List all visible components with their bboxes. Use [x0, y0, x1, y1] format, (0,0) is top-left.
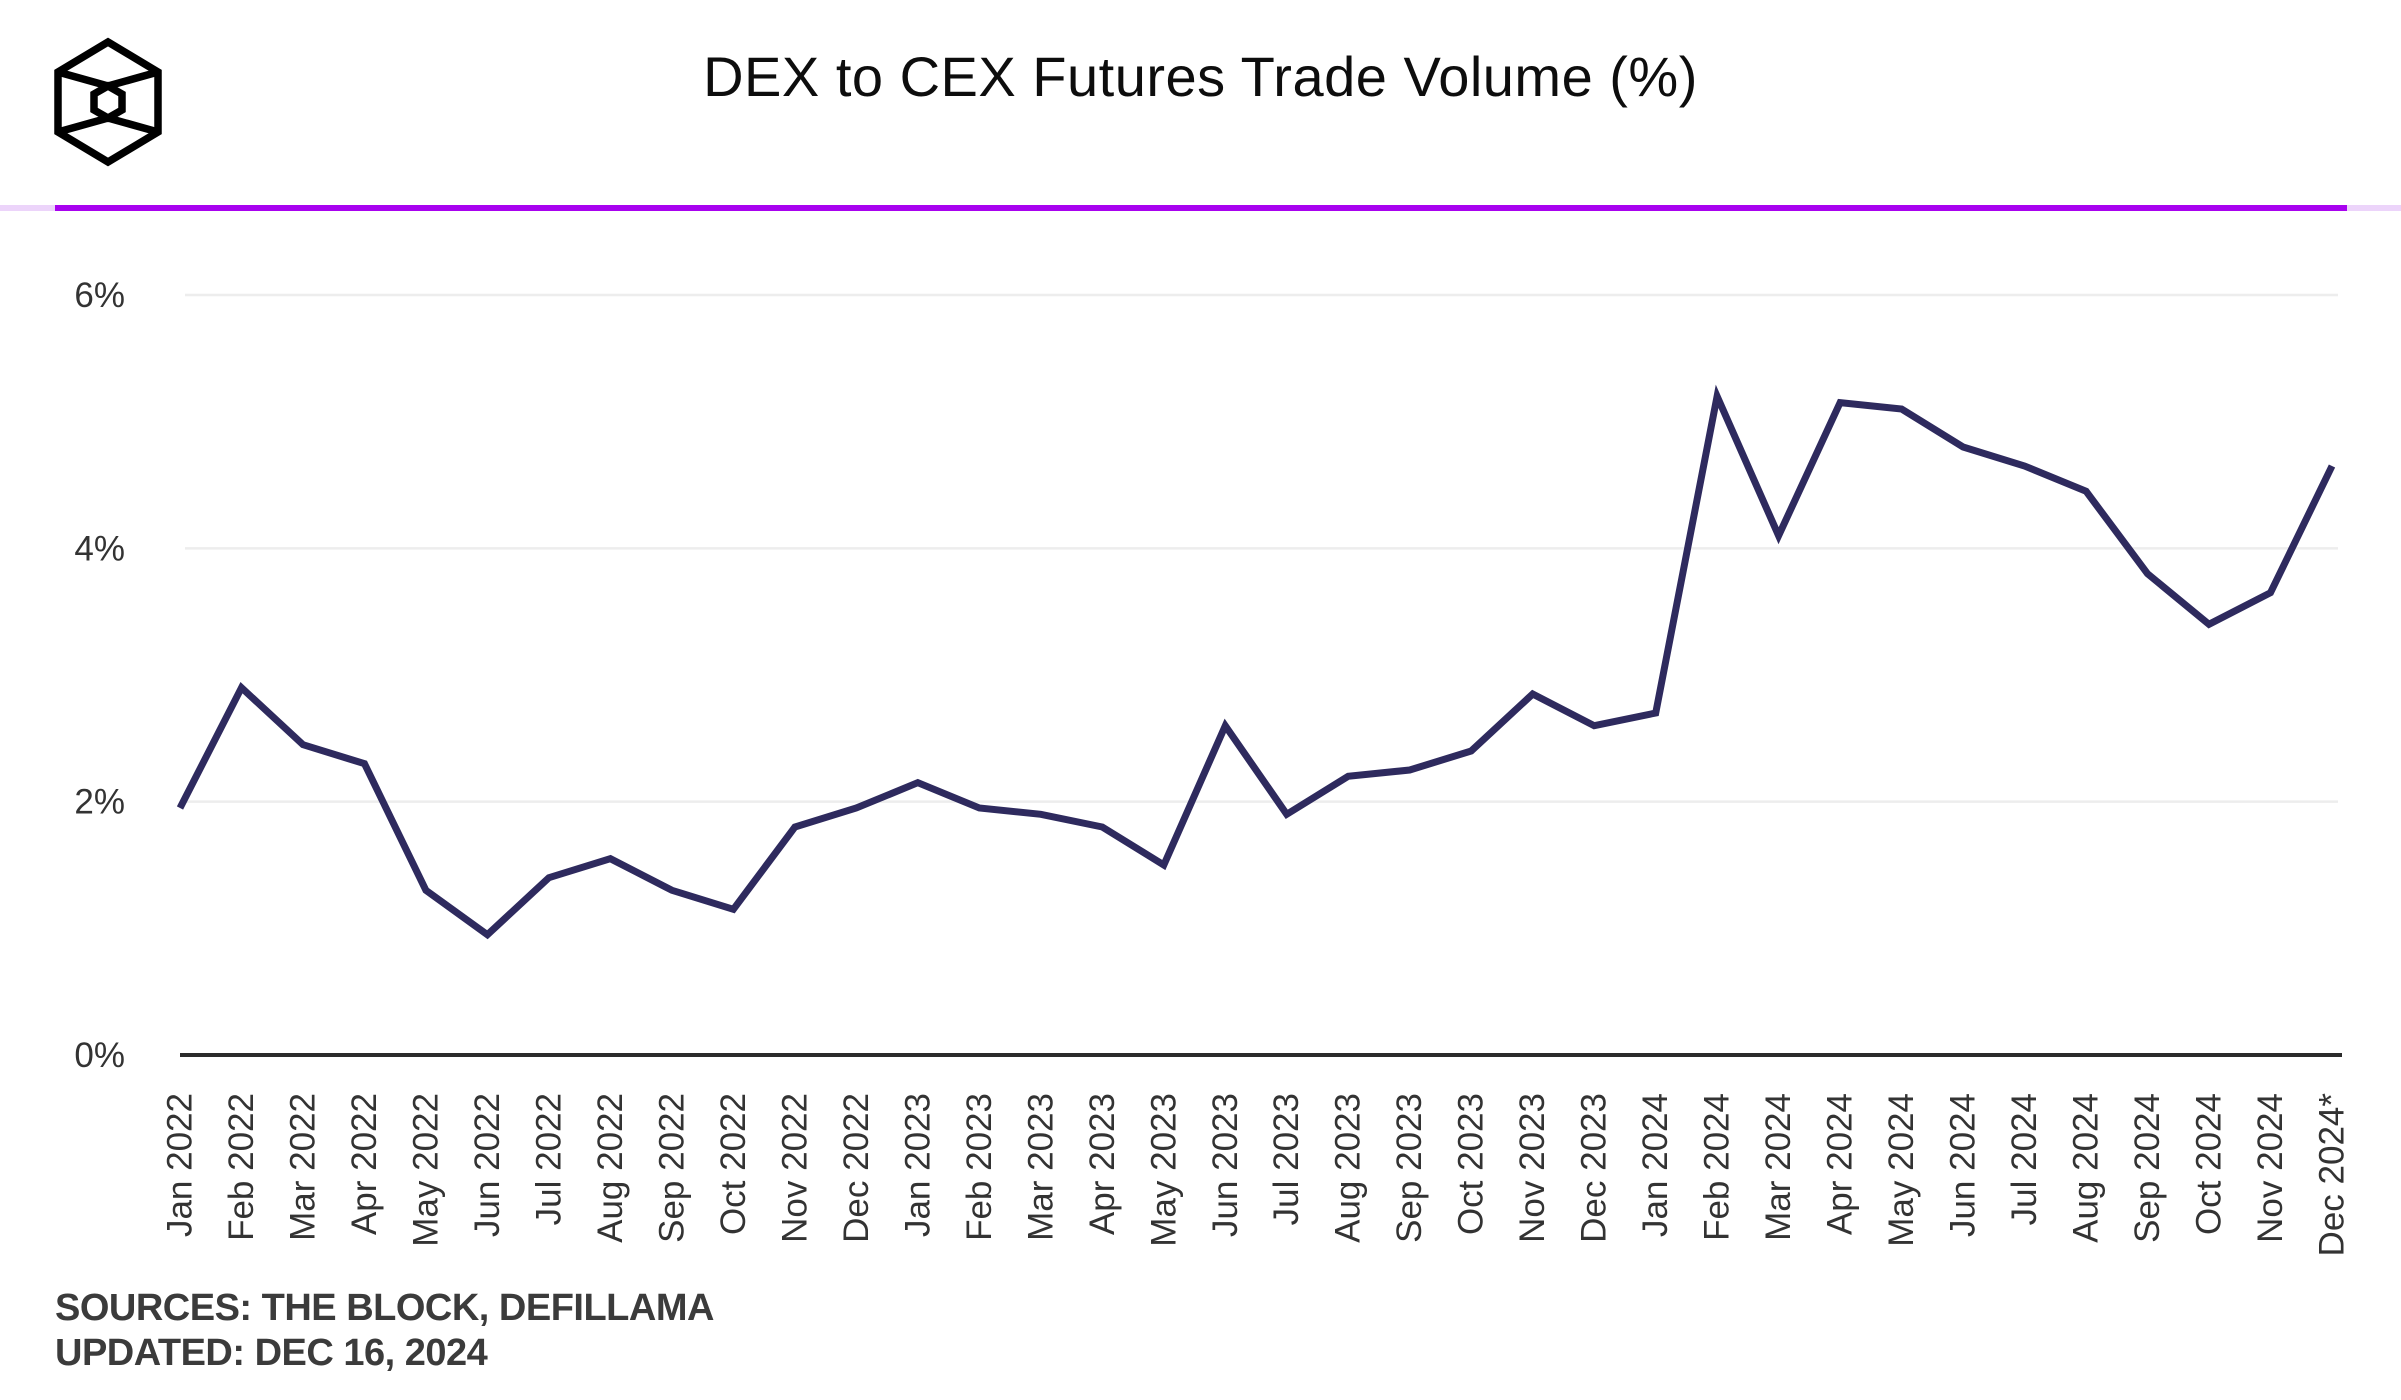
x-axis-label: Nov 2024 — [2251, 1093, 2290, 1243]
x-axis-label: Apr 2023 — [1083, 1093, 1122, 1235]
page-title: DEX to CEX Futures Trade Volume (%) — [703, 45, 1698, 108]
x-axis-label: Jul 2022 — [529, 1093, 568, 1225]
x-axis-label: Oct 2024 — [2190, 1093, 2229, 1235]
x-axis-label: Jan 2024 — [1636, 1093, 1675, 1237]
x-axis-label: May 2023 — [1144, 1093, 1183, 1247]
x-axis-label: Jan 2023 — [898, 1093, 937, 1237]
x-axis-label: Oct 2023 — [1452, 1093, 1491, 1235]
x-axis-label: Oct 2022 — [714, 1093, 753, 1235]
x-axis-label: Aug 2022 — [591, 1093, 630, 1243]
x-axis-label: Sep 2022 — [652, 1093, 691, 1243]
x-axis-label: May 2024 — [1882, 1093, 1921, 1247]
x-axis-label: Aug 2023 — [1329, 1093, 1368, 1243]
x-axis-label: Dec 2023 — [1575, 1093, 1614, 1243]
x-axis-label: Nov 2023 — [1513, 1093, 1552, 1243]
y-axis-label: 2% — [74, 783, 125, 822]
x-axis-label: Jul 2023 — [1267, 1093, 1306, 1225]
the-block-logo — [54, 37, 162, 167]
accent-divider — [0, 205, 2401, 211]
x-axis-label: Feb 2024 — [1698, 1093, 1737, 1241]
x-axis-label: Apr 2024 — [1821, 1093, 1860, 1235]
logo-inner-cube — [90, 81, 126, 123]
x-axis-label: Aug 2024 — [2067, 1093, 2106, 1243]
source-note: SOURCES: THE BLOCK, DEFILLAMA UPDATED: D… — [55, 1286, 714, 1376]
x-axis-label: Nov 2022 — [775, 1093, 814, 1243]
x-axis-label: May 2022 — [406, 1093, 445, 1247]
x-axis-label: Mar 2023 — [1021, 1093, 1060, 1241]
x-axis-label: Sep 2024 — [2128, 1093, 2167, 1243]
data-series-line — [176, 384, 2336, 940]
y-axis-label: 0% — [74, 1036, 125, 1075]
x-axis-label: Jun 2024 — [1944, 1093, 1983, 1237]
y-axis-label: 4% — [74, 529, 125, 568]
y-axis-label: 6% — [74, 276, 125, 315]
x-axis-label: Feb 2022 — [222, 1093, 261, 1241]
x-axis-label: Jun 2022 — [468, 1093, 507, 1237]
x-axis-label: Dec 2022 — [837, 1093, 876, 1243]
x-axis-label: Jun 2023 — [1206, 1093, 1245, 1237]
x-axis-label: Mar 2024 — [1759, 1093, 1798, 1241]
x-axis-label: Mar 2022 — [283, 1093, 322, 1241]
x-axis-label: Jul 2024 — [2005, 1093, 2044, 1225]
updated-line: UPDATED: DEC 16, 2024 — [55, 1331, 488, 1374]
x-axis-label: Dec 2024* — [2313, 1093, 2352, 1257]
x-axis-label: Sep 2023 — [1390, 1093, 1429, 1243]
x-axis-label: Apr 2022 — [345, 1093, 384, 1235]
sources-line: SOURCES: THE BLOCK, DEFILLAMA — [55, 1287, 714, 1329]
x-axis-label: Feb 2023 — [960, 1093, 999, 1241]
x-axis-label: Jan 2022 — [161, 1093, 200, 1237]
